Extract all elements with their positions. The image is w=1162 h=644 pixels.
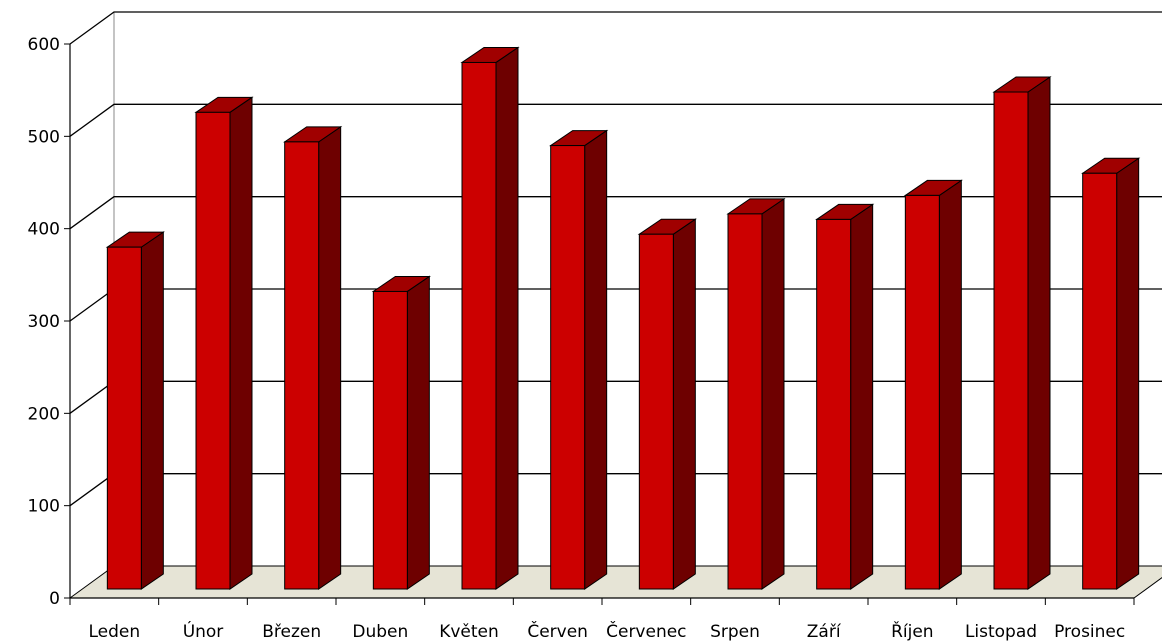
bar-side [495, 46, 519, 590]
bar-front [106, 246, 142, 590]
bar-side [406, 275, 430, 590]
bar [903, 179, 963, 590]
bar-front [550, 145, 586, 590]
bar [105, 231, 165, 590]
x-category-label: Duben [352, 622, 408, 642]
x-category-label: Únor [183, 620, 224, 642]
x-category-label: Červen [527, 620, 588, 642]
bar [549, 129, 609, 590]
x-category-label: Září [807, 622, 842, 642]
bar-front [195, 111, 231, 590]
gridline [69, 196, 1162, 230]
y-tick-label: 200 [28, 404, 60, 424]
bar [460, 46, 520, 590]
x-category-label: Květen [439, 622, 499, 642]
bar-side [850, 203, 874, 590]
bar [992, 76, 1052, 590]
bar [815, 203, 875, 590]
bar [1081, 157, 1141, 590]
gridline [69, 11, 1162, 45]
bar-front [638, 233, 674, 590]
x-category-label: Červenec [606, 620, 686, 642]
x-category-label: Říjen [891, 620, 934, 642]
x-category-label: Srpen [710, 622, 760, 642]
gridline [69, 103, 1162, 137]
bar-front [816, 218, 852, 590]
y-tick-label: 300 [28, 312, 60, 332]
bar-side [229, 96, 253, 590]
y-tick-label: 600 [28, 35, 60, 55]
bar-front [372, 290, 408, 590]
bar [283, 125, 343, 590]
bar [637, 218, 697, 590]
y-tick-label: 100 [28, 497, 60, 517]
x-category-label: Prosinec [1054, 622, 1125, 642]
y-tick-label: 500 [28, 127, 60, 147]
bar-front [1082, 172, 1118, 590]
axes [64, 43, 1135, 605]
x-category-label: Leden [89, 622, 141, 642]
bars [105, 46, 1141, 590]
bar-side [761, 197, 785, 590]
bar-front [461, 61, 497, 590]
bar-side [938, 179, 962, 590]
bar-front [284, 141, 320, 590]
bar-front [727, 213, 763, 590]
bar-front [904, 194, 940, 590]
bar-side [140, 231, 164, 590]
bar-front [993, 91, 1029, 590]
labels: 0 100 200 300 400 500 600 Leden Únor Březen Duben K… [28, 35, 1126, 642]
bar-side [1116, 157, 1140, 590]
bar-side [1027, 76, 1051, 590]
y-tick-label: 0 [49, 589, 60, 609]
x-category-label: Listopad [965, 622, 1037, 642]
y-tick-label: 400 [28, 220, 60, 240]
bar-side [318, 125, 342, 590]
x-category-label: Březen [262, 622, 321, 642]
bar-side [584, 129, 608, 590]
bar-side [672, 218, 696, 590]
bar [371, 275, 431, 590]
bar [194, 96, 254, 590]
bar [726, 197, 786, 590]
